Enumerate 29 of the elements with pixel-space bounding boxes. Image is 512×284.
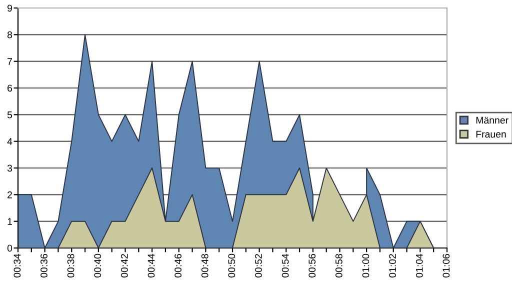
y-tick-label: 2	[8, 191, 12, 198]
x-tick-label: 00:40	[94, 254, 102, 278]
y-tick-label: 5	[7, 112, 12, 118]
x-tick-label: 00:50	[228, 254, 236, 278]
x-tick-label: 00:44	[148, 254, 155, 278]
legend-label: Frauen	[476, 130, 506, 138]
y-tick-label: 4	[7, 138, 12, 145]
x-tick-label: 00:56	[308, 254, 316, 278]
x-tick-label: 00:46	[174, 254, 182, 278]
y-tick-label: 8	[7, 31, 12, 38]
x-tick-label: 00:42	[120, 254, 128, 278]
x-tick-label: 00:34	[14, 254, 21, 278]
y-tick-label: 7	[8, 58, 12, 65]
y-tick-label: 9	[7, 4, 12, 12]
x-tick-label: 01:06	[442, 254, 450, 278]
y-tick-label: 6	[8, 84, 12, 92]
x-tick-label: 01:04	[416, 254, 423, 278]
x-tick-label: 01:02	[389, 254, 396, 278]
y-tick-label: 0	[7, 244, 12, 252]
x-tick-label: 00:58	[335, 254, 342, 278]
x-tick-label: 00:38	[67, 254, 74, 278]
x-tick-label: 00:52	[255, 254, 262, 278]
y-tick-label: 1	[8, 218, 12, 225]
x-tick-label: 00:48	[201, 254, 208, 278]
legend-label: Männer	[476, 116, 508, 124]
y-tick-label: 3	[7, 164, 12, 172]
x-tick-label: 00:54	[282, 254, 289, 278]
x-tick-label: 01:00	[362, 254, 370, 278]
x-tick-label: 00:36	[40, 254, 48, 278]
